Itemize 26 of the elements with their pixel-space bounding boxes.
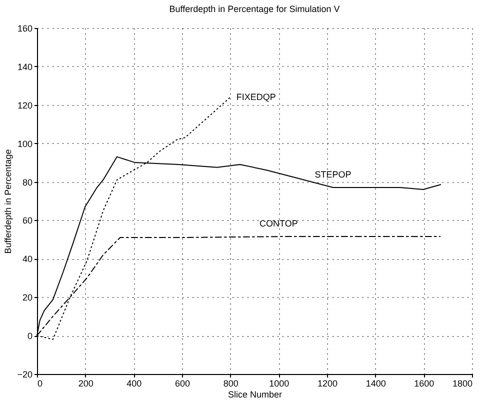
y-tick-label: 0 xyxy=(27,331,32,342)
x-tick-label: 1800 xyxy=(452,378,472,388)
y-tick-label: 120 xyxy=(17,100,32,110)
x-tick-label: 400 xyxy=(126,378,142,388)
y-tick-label: 40 xyxy=(22,254,32,264)
y-tick-label: 100 xyxy=(17,138,32,149)
x-axis-title: Slice Number xyxy=(228,390,282,400)
y-tick-label: −20 xyxy=(17,370,32,380)
x-tick-label: 600 xyxy=(174,378,190,388)
y-tick-label: 140 xyxy=(17,62,32,72)
series-label: STEPOP xyxy=(314,170,352,180)
y-tick-label: 20 xyxy=(22,292,32,303)
x-tick-label: 1400 xyxy=(366,378,386,388)
x-tick-label: 0 xyxy=(38,378,43,388)
x-tick-label: 800 xyxy=(223,378,238,388)
series-label: CONTOP xyxy=(259,218,298,229)
series-label: FIXEDQP xyxy=(236,92,276,102)
x-tick-label: 1600 xyxy=(414,378,434,388)
y-tick-label: 160 xyxy=(17,24,32,34)
chart-title: Bufferdepth in Percentage for Simulation V xyxy=(169,4,340,14)
x-tick-label: 1000 xyxy=(269,378,290,388)
y-axis-title: Bufferdepth in Percentage xyxy=(3,149,14,254)
x-tick-label: 1200 xyxy=(317,378,338,388)
x-tick-label: 200 xyxy=(78,378,94,388)
y-tick-label: 60 xyxy=(22,216,32,226)
y-tick-label: 80 xyxy=(22,177,32,188)
